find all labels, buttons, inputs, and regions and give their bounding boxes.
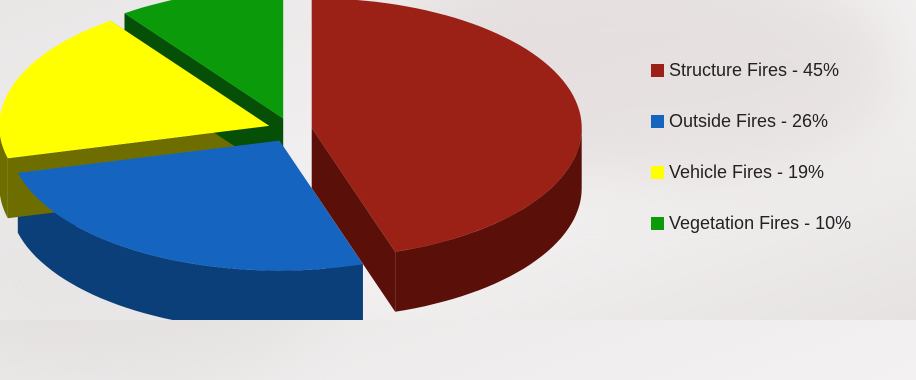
pie-slice-outside-rim: [17, 172, 363, 320]
legend-label-vehicle: Vehicle Fires - 19%: [669, 162, 825, 182]
pie-slice-vehicle-rim: [0, 135, 8, 219]
legend-label-outside: Outside Fires - 26%: [669, 111, 829, 131]
legend-item-vegetation: Vegetation Fires - 10%: [651, 211, 916, 236]
legend-swatch-vehicle: [651, 166, 664, 179]
legend-item-outside: Outside Fires - 26%: [651, 109, 916, 134]
pie-slice-vehicle: [0, 20, 270, 159]
pie-slice-vegetation: [124, 0, 284, 119]
legend-swatch-outside: [651, 115, 664, 128]
pie-slice-outside: [17, 140, 363, 271]
legend-swatch-vegetation: [651, 217, 664, 230]
legend-item-vehicle: Vehicle Fires - 19%: [651, 160, 916, 185]
legend: Structure Fires - 45% Outside Fires - 26…: [651, 58, 916, 262]
pie-slice-structure-wall: [311, 128, 396, 312]
pie-chart: [0, 0, 582, 320]
legend-swatch-structure: [651, 64, 664, 77]
legend-item-structure: Structure Fires - 45%: [651, 58, 916, 83]
pie-slice-structure-rim: [395, 128, 582, 312]
legend-label-structure: Structure Fires - 45%: [669, 60, 840, 80]
legend-label-vegetation: Vegetation Fires - 10%: [669, 213, 852, 233]
pie-slice-structure: [311, 0, 582, 252]
